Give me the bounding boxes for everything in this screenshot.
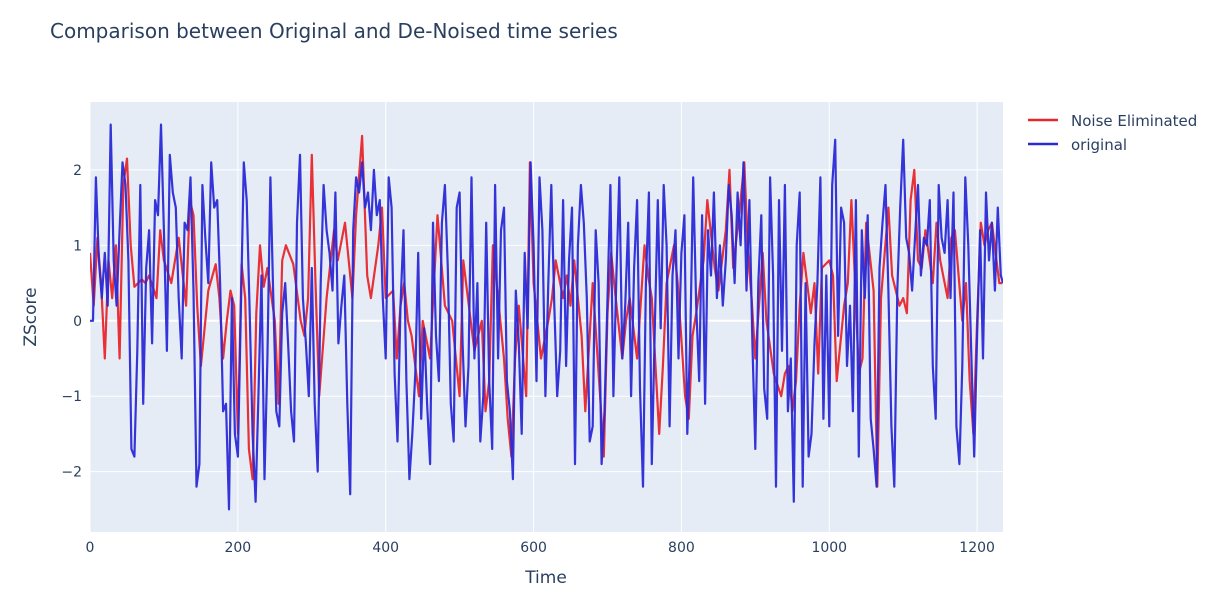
y-tick-label: −1 (61, 389, 82, 405)
x-axis-label: Time (524, 568, 567, 588)
legend: Noise Eliminated original (1028, 112, 1197, 154)
x-tick-label: 1200 (959, 540, 995, 556)
legend-label-noise-eliminated: Noise Eliminated (1071, 112, 1197, 130)
legend-label-original: original (1071, 136, 1127, 154)
y-axis-ticks: −2 −1 0 1 2 (61, 163, 82, 481)
x-tick-label: 600 (520, 540, 547, 556)
y-tick-label: 0 (73, 314, 82, 330)
x-axis-ticks: 0 200 400 600 800 1000 1200 (86, 540, 995, 556)
x-tick-label: 0 (86, 540, 95, 556)
series-line-original[interactable] (90, 123, 1003, 511)
x-tick-label: 1000 (811, 540, 847, 556)
legend-item-original[interactable]: original (1028, 136, 1127, 154)
x-tick-label: 800 (668, 540, 695, 556)
x-tick-label: 200 (224, 540, 251, 556)
chart-title: Comparison between Original and De-Noise… (50, 19, 618, 43)
series-layer (90, 123, 1003, 511)
x-tick-label: 400 (372, 540, 399, 556)
y-tick-label: 2 (73, 163, 82, 179)
legend-item-noise-eliminated[interactable]: Noise Eliminated (1028, 112, 1197, 130)
y-axis-label: ZScore (21, 287, 41, 346)
y-tick-label: 1 (73, 238, 82, 254)
series-line-noise-eliminated[interactable] (90, 134, 1003, 488)
y-tick-label: −2 (61, 465, 82, 481)
